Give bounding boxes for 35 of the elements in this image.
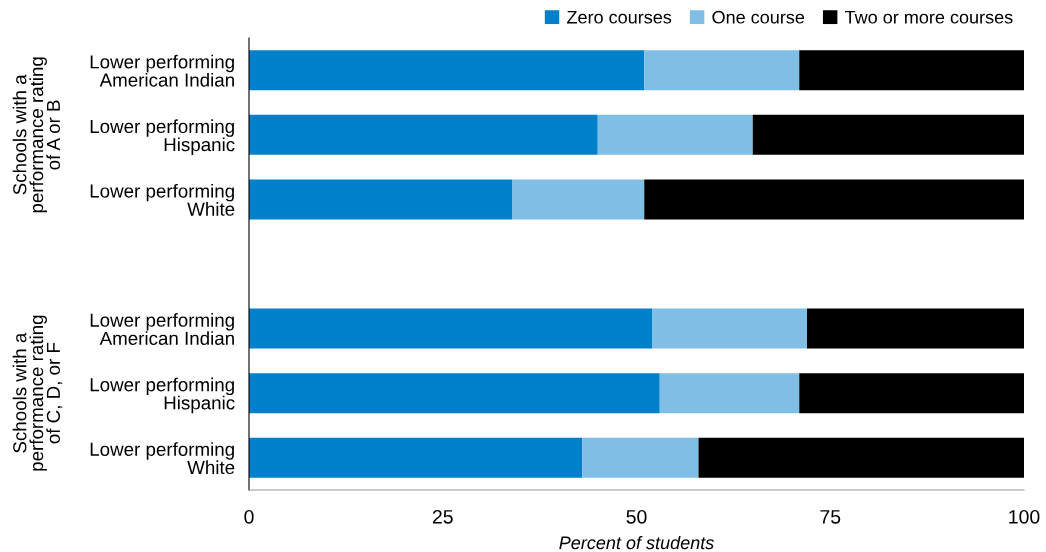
bar (698, 437, 1024, 478)
bar (582, 437, 699, 478)
x-tick-label: 75 (820, 510, 841, 524)
y-tick-label: Lower performing Hispanic (90, 377, 235, 414)
bar (752, 114, 1024, 155)
x-tick-label: 100 (1009, 509, 1040, 524)
y-tick-label: Lower performing White (90, 442, 235, 475)
bar (799, 373, 1024, 414)
y-tick-label: Lower performing Hispanic (90, 119, 235, 155)
x-tick-label: 25 (432, 509, 453, 524)
bar (652, 308, 807, 349)
x-axis-title: Percent of students (559, 535, 714, 550)
text: Schools with a performance rating of C, D, or F (12, 315, 63, 471)
bar (807, 308, 1024, 349)
bar (249, 179, 513, 220)
bar (644, 50, 800, 91)
y-tick-label: Lower performing White (90, 183, 235, 216)
legend-label: Zero courses (567, 11, 672, 24)
bar (659, 373, 800, 414)
y-tick-label: Lower performing American Indian (90, 313, 234, 345)
bar (249, 373, 660, 414)
bar (597, 114, 753, 155)
x-tick-label: 50 (626, 509, 647, 524)
text: Schools with a performance rating of A or B (12, 57, 61, 213)
bar (644, 179, 1024, 220)
bar (249, 437, 583, 478)
legend-label: Two or more courses (845, 11, 1013, 24)
bar (799, 50, 1024, 91)
legend-label: One course (712, 10, 805, 24)
bar (249, 50, 645, 91)
bar (249, 308, 652, 349)
bar (249, 114, 598, 155)
bar (512, 179, 645, 220)
x-tick-label: 0 (244, 509, 254, 524)
y-tick-label: Lower performing American Indian (90, 54, 234, 87)
